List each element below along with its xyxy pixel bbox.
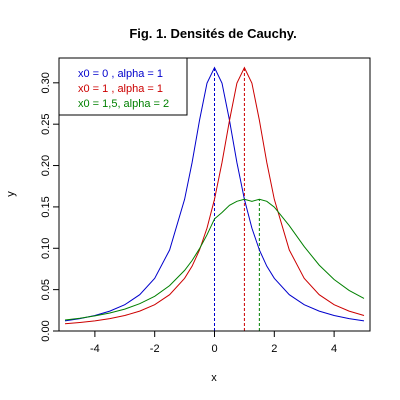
y-tick-label-5: 0.25 — [40, 113, 52, 134]
y-axis-label: y — [5, 191, 17, 197]
series-group — [64, 66, 365, 325]
series-line-1 — [64, 66, 365, 325]
x-tick-label-2: 0 — [211, 343, 217, 355]
y-tick-label-6: 0.30 — [40, 72, 52, 93]
legend-box — [58, 57, 188, 116]
legend: x0 = 0 , alpha = 1 x0 = 1 , alpha = 1 x0… — [58, 57, 188, 116]
y-tick-label-1: 0.05 — [40, 279, 52, 300]
y-axis: 0.00 0.05 0.10 0.15 0.20 0.25 0.30 — [40, 72, 60, 342]
y-tick-label-4: 0.20 — [40, 155, 52, 176]
x-tick-label-4: 4 — [331, 343, 337, 355]
series-line-0 — [64, 66, 365, 322]
x-tick-label-3: 2 — [271, 343, 277, 355]
x-axis: -4 -2 0 2 4 — [90, 330, 337, 355]
chart-title: Fig. 1. Densités de Cauchy. — [129, 26, 296, 41]
y-tick-label-2: 0.10 — [40, 238, 52, 259]
x-tick-label-0: -4 — [90, 343, 100, 355]
series-line-2 — [64, 198, 365, 321]
x-tick-label-1: -2 — [150, 343, 160, 355]
reference-lines — [214, 67, 260, 331]
y-tick-label-3: 0.15 — [40, 196, 52, 217]
legend-entry-1: x0 = 1 , alpha = 1 — [78, 83, 163, 95]
legend-entry-0: x0 = 0 , alpha = 1 — [78, 68, 163, 80]
legend-entry-2: x0 = 1,5, alpha = 2 — [78, 98, 169, 110]
x-axis-label: x — [211, 372, 217, 384]
y-tick-label-0: 0.00 — [40, 320, 52, 341]
